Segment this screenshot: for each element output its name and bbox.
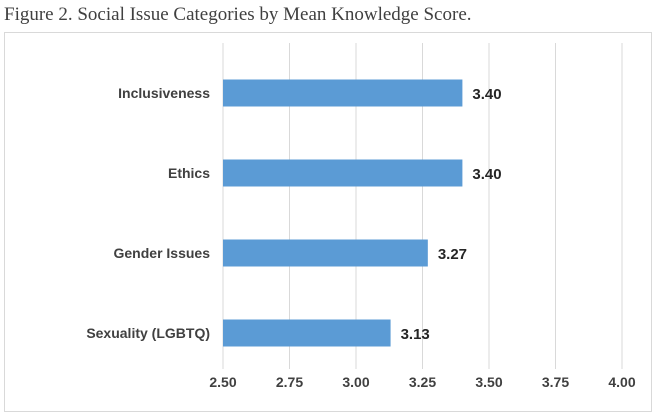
- category-label: Sexuality (LGBTQ): [86, 325, 210, 341]
- x-tick-label: 3.00: [342, 374, 369, 390]
- bar: [223, 239, 428, 267]
- bar: [223, 319, 391, 347]
- figure-caption: Figure 2. Social Issue Categories by Mea…: [4, 4, 472, 25]
- category-label: Gender Issues: [114, 245, 211, 261]
- x-tick-label: 2.75: [276, 374, 303, 390]
- data-label: 3.40: [472, 86, 501, 103]
- x-tick-label: 3.25: [409, 374, 436, 390]
- bar: [223, 159, 463, 187]
- data-label: 3.40: [472, 166, 501, 183]
- x-tick-label: 4.00: [608, 374, 635, 390]
- data-label: 3.27: [438, 246, 467, 263]
- category-label: Inclusiveness: [118, 85, 210, 101]
- category-label: Ethics: [168, 165, 210, 181]
- bar: [223, 79, 463, 107]
- data-label: 3.13: [401, 326, 430, 343]
- chart-frame: 2.50 2.75 3.00 3.25 3.50 3.75 4.00 Inclusivenes…: [4, 32, 652, 412]
- x-tick-label: 3.75: [542, 374, 569, 390]
- bar-chart: 2.50 2.75 3.00 3.25 3.50 3.75 4.00 Inclusivenes…: [86, 43, 636, 390]
- x-tick-label: 2.50: [209, 374, 236, 390]
- x-tick-label: 3.50: [475, 374, 502, 390]
